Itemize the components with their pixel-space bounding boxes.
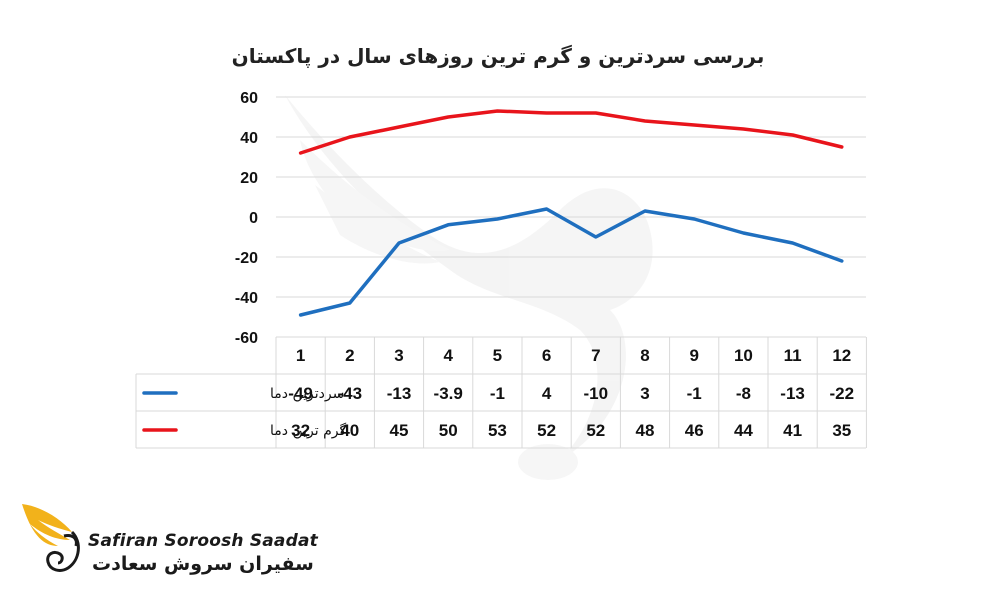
- y-tick-label: 0: [249, 210, 258, 227]
- x-tick-label: 2: [345, 346, 354, 365]
- y-tick-label: 60: [240, 90, 258, 107]
- watermark-swan-icon: [285, 95, 653, 480]
- data-label: 52: [537, 421, 556, 440]
- x-tick-label: 10: [734, 346, 753, 365]
- chart-title: بررسی سردترین و گرم ترین روزهای سال در پ…: [232, 44, 765, 69]
- data-label: 3: [640, 384, 649, 403]
- data-label: -49: [288, 384, 313, 403]
- x-tick-label: 9: [689, 346, 698, 365]
- x-tick-label: 7: [591, 346, 600, 365]
- data-label: 40: [340, 421, 359, 440]
- series-line-0: [298, 207, 844, 317]
- data-label: -1: [687, 384, 702, 403]
- y-tick-label: 40: [240, 130, 258, 147]
- series-line-1: [298, 109, 844, 155]
- data-label: 32: [291, 421, 310, 440]
- data-label: 52: [586, 421, 605, 440]
- data-label: 53: [488, 421, 507, 440]
- data-label: -13: [387, 384, 412, 403]
- data-label: 35: [832, 421, 851, 440]
- data-label: 44: [734, 421, 753, 440]
- data-label: 50: [439, 421, 458, 440]
- x-tick-label: 4: [443, 346, 453, 365]
- y-tick-label: -60: [235, 330, 258, 347]
- logo-swan-icon: [22, 504, 80, 572]
- data-label: 46: [685, 421, 704, 440]
- series-lines: [298, 109, 844, 317]
- data-label: 4: [542, 384, 552, 403]
- data-label: 45: [390, 421, 409, 440]
- legend-label: سردترین دما: [270, 386, 344, 402]
- y-tick-label: -20: [235, 250, 258, 267]
- y-tick-label: -40: [235, 290, 258, 307]
- x-tick-label: 5: [493, 346, 502, 365]
- x-tick-label: 6: [542, 346, 551, 365]
- data-label: 41: [783, 421, 802, 440]
- legend-label: گرم ترین دما: [270, 422, 346, 439]
- x-tick-label: 12: [832, 346, 851, 365]
- x-tick-label: 8: [640, 346, 649, 365]
- x-tick-label: 11: [784, 346, 802, 365]
- data-label: -43: [338, 384, 363, 403]
- brand-name-persian: سفیران سروش سعادت: [92, 553, 314, 575]
- data-label: -10: [584, 384, 609, 403]
- y-tick-label: 20: [240, 170, 258, 187]
- data-label: -1: [490, 384, 505, 403]
- x-tick-label: 1: [296, 346, 305, 365]
- x-tick-label: 3: [394, 346, 403, 365]
- y-axis: 60 40 20 0 -20 -40 -60: [235, 90, 258, 347]
- data-label: -8: [736, 384, 751, 403]
- data-label: -3.9: [434, 384, 463, 403]
- data-label: -22: [830, 384, 855, 403]
- data-label: 48: [636, 421, 655, 440]
- brand-name-latin: Safiran Soroosh Saadat: [88, 531, 318, 551]
- data-label: -13: [780, 384, 805, 403]
